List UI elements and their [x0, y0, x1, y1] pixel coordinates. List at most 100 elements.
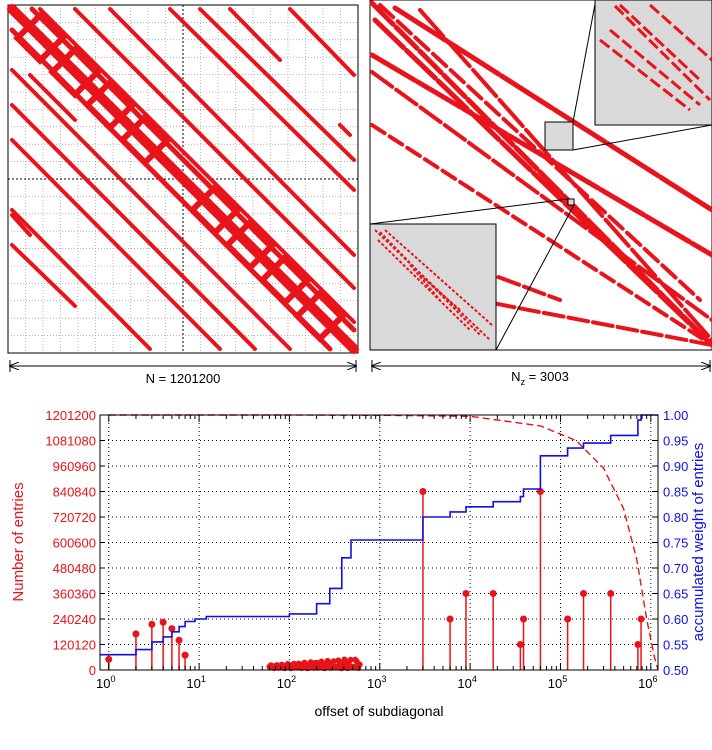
- zoom-box-1: [544, 121, 574, 151]
- x-axis-label: offset of subdiagonal: [315, 703, 444, 719]
- pattern-band: [288, 7, 356, 77]
- pattern-band: [10, 103, 257, 351]
- inset-band: [379, 231, 481, 336]
- pattern-band: [168, 7, 356, 192]
- zoom-box-2: [567, 198, 575, 206]
- chart-grid: [100, 415, 658, 670]
- stem-marker: [159, 618, 167, 626]
- x-tick-label: 104: [457, 674, 476, 691]
- x-tick-labels: 100 101 102 103 104 105 106: [96, 674, 658, 691]
- stem-marker: [181, 651, 189, 659]
- y-tick-label-left: 1081080: [45, 434, 96, 449]
- inset-band: [377, 239, 471, 331]
- y-tick-label-left: 600600: [53, 536, 96, 551]
- inset-band: [409, 264, 441, 301]
- stem-marker: [175, 636, 183, 644]
- zoom-line-2b: [495, 204, 575, 351]
- diagonal-block: [258, 253, 312, 307]
- panel-a-pattern: [7, 4, 359, 354]
- y-tick-label-right: 0.55: [663, 638, 688, 653]
- inset-band: [613, 4, 712, 102]
- stem-marker: [520, 615, 528, 623]
- y-tick-labels-right: 0.50 0.55 0.60 0.65 0.70 0.75 0.80 0.85 0.90 0.95…: [663, 408, 688, 678]
- y-tick-label-right: 0.85: [663, 485, 688, 500]
- y-tick-label-left: 120120: [53, 638, 96, 653]
- pattern-band: [10, 213, 32, 237]
- x-tick-label: 103: [367, 674, 386, 691]
- y-tick-label-left: 240240: [53, 612, 96, 627]
- chart-frame: [99, 414, 659, 671]
- pattern-band: [10, 138, 222, 351]
- dense-stem-marker: [341, 656, 348, 663]
- dense-stem-marker: [330, 658, 337, 665]
- subdiagonal-chart: 0 120120 240240 360360 480480 600600 720720 840…: [10, 408, 707, 719]
- dense-stem-marker: [324, 657, 331, 664]
- diagonal-block: [293, 289, 347, 343]
- pattern-band: [372, 17, 712, 348]
- inset-band: [599, 38, 691, 112]
- y-tick-label-right: 0.90: [663, 459, 688, 474]
- inset-top-right: [594, 0, 712, 126]
- zoom-line-1a: [572, 3, 596, 123]
- y-tick-label-left: 720720: [53, 510, 96, 525]
- pattern-band: [108, 7, 356, 257]
- pattern-band: [338, 123, 352, 137]
- y-tick-label-right: 0.60: [663, 612, 688, 627]
- x-tick-label: 102: [277, 674, 296, 691]
- x-tick-label: 106: [638, 674, 657, 691]
- zoom-line-2a: [369, 198, 569, 225]
- y-tick-label-left: 0: [89, 663, 96, 678]
- stem-marker: [634, 641, 642, 648]
- x-tick-label: 100: [96, 674, 115, 691]
- diagonal-block: [13, 11, 67, 65]
- pattern-band: [228, 7, 282, 62]
- stem-marker: [580, 590, 588, 597]
- pattern-band: [370, 70, 712, 322]
- stem-marker: [419, 488, 427, 495]
- inset-band: [618, 3, 702, 82]
- diagonal-block: [48, 45, 102, 99]
- diagonal-block: [118, 113, 172, 167]
- y-tick-label-right: 1.00: [663, 408, 688, 423]
- pattern-band: [73, 7, 356, 290]
- stem-marker: [637, 615, 645, 623]
- dense-stem-marker: [347, 656, 354, 663]
- sparsity-panel-compressed: Nz = 3003: [369, 0, 712, 387]
- y-axis-label-right: accumulated weight of entries: [690, 443, 707, 641]
- diagonal-block: [83, 78, 137, 132]
- accumulated-weight-step: [100, 414, 658, 656]
- y-tick-label-right: 0.75: [663, 536, 688, 551]
- y-tick-label-right: 0.80: [663, 510, 688, 525]
- stem-marker: [489, 590, 497, 597]
- y-tick-labels-left: 0 120120 240240 360360 480480 600600 720720 840…: [45, 408, 96, 678]
- chart-ticks: [100, 414, 658, 671]
- panel-b-caption: Nz = 3003: [511, 369, 569, 387]
- y-tick-label-left: 360360: [53, 587, 96, 602]
- stem-marker: [462, 590, 470, 597]
- y-tick-label-left: 840840: [53, 485, 96, 500]
- pattern-band: [38, 7, 356, 324]
- x-tick-label: 101: [186, 674, 205, 691]
- inset-bottom-left-pattern: [374, 229, 493, 341]
- pattern-band: [418, 8, 712, 342]
- y-tick-label-right: 0.95: [663, 434, 688, 449]
- y-tick-label-left: 1201200: [45, 408, 96, 423]
- pattern-band: [378, 3, 702, 302]
- pattern-band: [10, 208, 152, 351]
- y-tick-label-right: 0.65: [663, 587, 688, 602]
- y-tick-label-right: 0.70: [663, 561, 688, 576]
- x-tick-label: 105: [548, 674, 567, 691]
- stem-marker: [105, 655, 113, 663]
- stem-marker: [168, 625, 176, 633]
- pattern-band: [198, 7, 356, 162]
- inset-top-right-pattern: [599, 3, 712, 112]
- diagonal-block: [188, 183, 242, 237]
- chart-data: [100, 414, 659, 672]
- total-entries-curve: [108, 414, 659, 671]
- zoom-line-1b: [572, 124, 712, 151]
- y-tick-label-right: 0.50: [663, 663, 688, 678]
- diagonal-block: [223, 218, 277, 272]
- stem-marker: [516, 641, 524, 648]
- pattern-band: [370, 123, 712, 347]
